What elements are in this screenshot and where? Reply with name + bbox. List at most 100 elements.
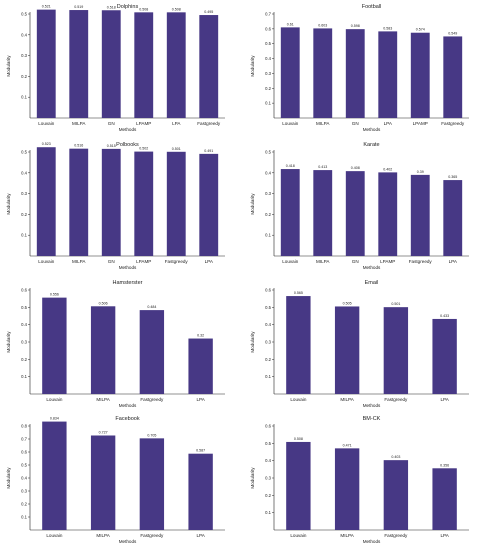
data-label: 0.408 [351,166,360,170]
y-axis-label: Modularity [6,331,11,353]
x-tick-label: Fastgreedy [409,259,433,264]
y-tick-label: 0.3 [21,191,27,196]
y-axis-label: Modularity [250,193,255,215]
y-axis-label: Modularity [6,193,11,215]
bar [42,421,67,530]
y-tick-label: 0.1 [265,374,271,379]
chart-title: Polbooks [116,142,139,148]
y-tick-label: 0.1 [21,374,27,379]
bar [166,12,186,119]
y-tick-label: 0.2 [265,493,271,498]
x-axis-label: Methods [119,539,137,544]
y-tick-label: 0.5 [21,150,27,155]
chart-svg: Facebook 0.1 0.2 0.3 0.4 0.5 0.6 0.7 0.8 Modulari… [6,416,225,544]
chart-title: Facebook [115,416,139,422]
y-tick-label: 0.5 [265,305,271,310]
bar [378,172,398,256]
y-tick-label: 0.6 [265,26,271,31]
bar [36,9,56,118]
data-label: 0.365 [448,175,457,179]
chart-title: Hamsterster [113,280,143,286]
bar [334,448,360,530]
bar [280,169,300,256]
y-axis-label: Modularity [6,467,11,489]
chart-panel: Karate 0.1 0.2 0.3 0.4 0.5 Modularity 0.418 Louv… [244,138,479,273]
bar [410,32,430,118]
x-tick-label: LPAMP [413,121,428,126]
chart-svg: Karate 0.1 0.2 0.3 0.4 0.5 Modularity 0.418 Louv… [250,142,469,270]
x-tick-label: Fastgreedy [140,533,164,538]
x-axis-label: Methods [363,403,381,408]
y-tick-label: 0.2 [21,212,27,217]
data-label: 0.471 [343,443,352,447]
y-tick-label: 0.7 [265,12,271,17]
data-label: 0.556 [50,293,59,297]
x-tick-label: Fastgreedy [140,397,164,402]
y-tick-label: 0.3 [21,53,27,58]
x-tick-label: LPA [205,259,214,264]
data-label: 0.39 [417,170,424,174]
y-tick-label: 0.7 [21,437,27,442]
x-tick-label: Fastgreedy [384,397,408,402]
data-label: 0.574 [416,28,425,32]
bar [139,310,165,394]
bar [42,297,67,394]
x-tick-label: LPA [449,259,458,264]
y-tick-label: 0.4 [265,170,271,175]
bar [432,318,457,394]
x-axis-label: Methods [363,127,381,132]
y-tick-label: 0.4 [21,170,27,175]
chart-panel: Facebook 0.1 0.2 0.3 0.4 0.5 0.6 0.7 0.8 Modulari… [0,412,235,547]
data-label: 0.603 [318,23,327,27]
y-tick-label: 0.4 [21,322,27,327]
bar [188,453,213,530]
bar [345,29,365,119]
x-tick-label: LPA [440,397,449,402]
bar [383,307,409,394]
y-tick-label: 0.1 [265,510,271,515]
chart-title: Football [362,4,382,10]
x-tick-label: Louvain [38,121,55,126]
bar [134,12,154,119]
y-tick-label: 0.1 [21,233,27,238]
y-tick-label: 0.5 [265,441,271,446]
y-axis-label: Modularity [250,467,255,489]
chart-svg: Email 0.1 0.2 0.3 0.4 0.5 0.6 Modularity 0.565 Lo… [250,280,469,408]
bar [334,306,360,394]
data-label: 0.565 [294,291,303,295]
y-tick-label: 0.1 [265,101,271,106]
x-tick-label: Louvain [46,397,63,402]
y-tick-label: 0.1 [21,515,27,520]
data-label: 0.727 [99,430,108,434]
data-label: 0.502 [139,147,148,151]
y-tick-label: 0.2 [265,212,271,217]
y-tick-label: 0.2 [21,357,27,362]
y-tick-label: 0.2 [21,74,27,79]
y-axis-label: Modularity [250,331,255,353]
data-label: 0.32 [197,334,204,338]
data-label: 0.516 [74,144,83,148]
bar [383,460,409,530]
x-tick-label: LPA [384,121,393,126]
data-label: 0.521 [42,5,51,9]
chart-panel: Email 0.1 0.2 0.3 0.4 0.5 0.6 Modularity 0.565 Lo… [244,276,479,411]
data-label: 0.598 [351,24,360,28]
x-tick-label: MILPA [316,259,330,264]
y-tick-label: 0.2 [21,502,27,507]
data-label: 0.518 [107,5,116,9]
x-tick-label: LPAMP [380,259,395,264]
data-label: 0.587 [196,449,205,453]
chart-panel: Hamsterster 0.1 0.2 0.3 0.4 0.5 0.6 Modularity 0… [0,276,235,411]
data-label: 0.403 [391,455,400,459]
data-label: 0.433 [440,314,449,318]
bar [378,31,398,118]
y-tick-label: 0.5 [21,463,27,468]
y-tick-label: 0.6 [21,450,27,455]
y-axis-label: Modularity [6,55,11,77]
bar [313,170,333,256]
data-label: 0.705 [147,433,156,437]
y-tick-label: 0.5 [265,150,271,155]
y-tick-label: 0.5 [21,12,27,17]
bar [188,338,213,394]
